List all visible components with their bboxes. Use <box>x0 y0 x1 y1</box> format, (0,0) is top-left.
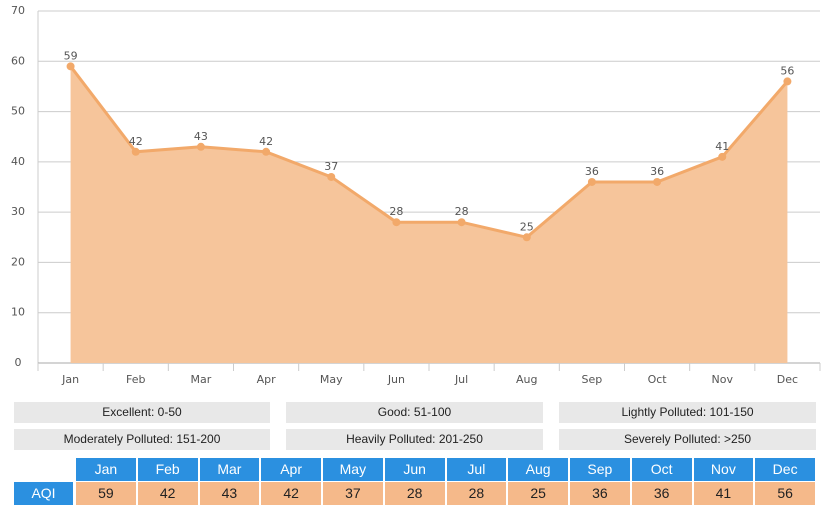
point <box>392 218 401 227</box>
point <box>196 142 205 151</box>
table-header: Jul <box>446 458 507 481</box>
table-cell: 43 <box>199 482 260 505</box>
x-tick-label: Jul <box>454 373 468 386</box>
point <box>327 172 336 181</box>
table-header: Jan <box>76 458 136 481</box>
x-tick-label: Aug <box>516 373 537 386</box>
table-cell: 42 <box>137 482 198 505</box>
data-label: 28 <box>389 205 403 218</box>
data-label: 43 <box>194 130 208 143</box>
level-box: Moderately Polluted: 151-200 <box>14 429 270 450</box>
y-tick-label: 60 <box>11 54 25 67</box>
point <box>262 147 271 156</box>
y-tick-label: 10 <box>11 306 25 319</box>
table-header: Mar <box>199 458 260 481</box>
point <box>457 218 466 227</box>
level-box: Lightly Polluted: 101-150 <box>559 402 816 423</box>
data-label: 36 <box>585 165 599 178</box>
table-cell: 28 <box>446 482 507 505</box>
point <box>587 177 596 186</box>
table-header: Apr <box>261 458 321 481</box>
level-box: Good: 51-100 <box>286 402 543 423</box>
data-label: 59 <box>64 49 78 62</box>
level-box: Severely Polluted: >250 <box>559 429 816 450</box>
point <box>783 77 792 86</box>
table-header: Oct <box>631 458 692 481</box>
level-box: Excellent: 0-50 <box>14 402 270 423</box>
level-box: Heavily Polluted: 201-250 <box>286 429 543 450</box>
x-tick-label: Apr <box>257 373 277 386</box>
data-label: 28 <box>455 205 469 218</box>
data-label: 56 <box>780 64 794 77</box>
point <box>718 152 727 161</box>
x-tick-label: Feb <box>126 373 145 386</box>
table-header: Aug <box>508 458 568 481</box>
line <box>69 65 789 239</box>
table-header: Sep <box>570 458 630 481</box>
data-label: 25 <box>520 220 534 233</box>
table-header: Nov <box>693 458 754 481</box>
x-tick-label: Nov <box>712 373 734 386</box>
table-cell: 41 <box>693 482 754 505</box>
x-tick-label: Oct <box>648 373 668 386</box>
point <box>131 147 140 156</box>
row-label: AQI <box>14 482 73 505</box>
data-label: 42 <box>129 135 143 148</box>
table-header: Dec <box>755 458 815 481</box>
x-tick-label: Sep <box>582 373 603 386</box>
table-cell: 36 <box>631 482 692 505</box>
y-tick-label: 70 <box>11 4 25 17</box>
table-header: May <box>323 458 383 481</box>
x-tick-label: Mar <box>191 373 212 386</box>
x-tick-label: Jan <box>61 373 79 386</box>
data-label: 41 <box>715 140 729 153</box>
y-tick-label: 30 <box>11 205 25 218</box>
point <box>66 62 75 71</box>
point <box>522 233 531 242</box>
x-tick-label: May <box>320 373 343 386</box>
data-label: 37 <box>324 160 338 173</box>
table-cell: 56 <box>755 482 815 505</box>
chart: 0 10 20 30 40 50 60 70 Jan Feb Mar Apr May Jun Jul Aug S… <box>11 4 821 386</box>
table-cell: 28 <box>384 482 445 505</box>
table-cell: 59 <box>76 482 136 505</box>
y-tick-label: 0 <box>15 356 22 369</box>
table-cell: 25 <box>508 482 568 505</box>
table-cell: 36 <box>570 482 630 505</box>
table-header: Jun <box>384 458 445 481</box>
y-tick-label: 50 <box>11 105 25 118</box>
point <box>653 177 662 186</box>
table-cell: 37 <box>323 482 383 505</box>
data-label: 36 <box>650 165 664 178</box>
x-tick-label: Jun <box>387 373 405 386</box>
x-tick-label: Dec <box>777 373 798 386</box>
table-cell: 42 <box>261 482 321 505</box>
y-tick-label: 20 <box>11 255 25 268</box>
table-header: Feb <box>137 458 198 481</box>
area <box>70 66 788 364</box>
data-label: 42 <box>259 135 273 148</box>
y-tick-label: 40 <box>11 155 25 168</box>
